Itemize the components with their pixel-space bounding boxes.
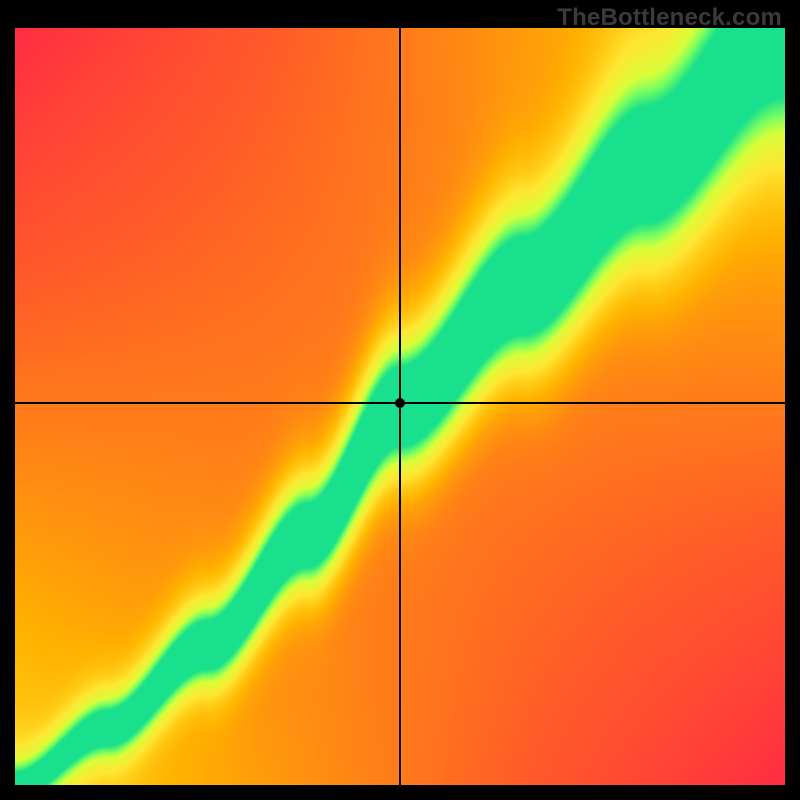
chart-container: TheBottleneck.com <box>0 0 800 800</box>
data-point-marker <box>395 398 405 408</box>
watermark-text: TheBottleneck.com <box>557 4 782 32</box>
heatmap-chart <box>15 28 785 785</box>
